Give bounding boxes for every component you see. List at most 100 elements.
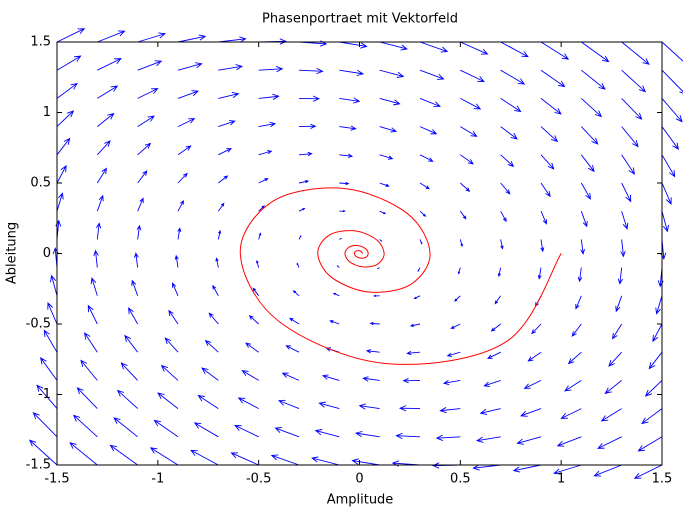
vector-arrow [177,199,184,212]
vector-arrow [419,69,445,80]
vector-arrow [661,211,669,233]
vector-arrow [258,232,262,240]
vector-arrow [523,379,542,389]
vector-arrow [197,394,219,409]
vector-arrow [641,408,663,425]
vector-arrow [379,126,398,133]
vector-arrow [43,329,58,353]
vector-arrow [278,399,300,410]
vector-arrow [460,182,471,192]
vector-arrow [652,323,663,343]
vector-arrow [76,387,98,409]
vector-arrow [520,408,542,417]
vector-arrow [292,290,300,297]
vector-arrow [274,427,300,438]
vector-arrow [109,444,138,466]
vector-arrow [406,350,421,356]
vector-arrow [288,317,300,325]
vector-arrow [419,239,423,245]
vector-arrow [339,238,343,240]
vector-arrow [298,180,310,184]
vector-arrow [644,380,663,397]
vector-arrow [500,210,507,223]
vector-arrow [177,145,192,156]
vector-arrow [540,98,562,115]
trajectory-line [239,187,562,365]
vector-arrow [571,323,582,337]
vector-arrow [460,126,478,137]
vector-arrow [281,372,300,381]
vector-arrow [531,323,542,335]
vector-arrow [56,192,64,212]
vector-arrow [97,112,115,127]
vector-arrow [256,259,260,268]
vector-arrow [497,267,502,278]
vector-arrow [500,69,526,85]
vector-arrow [637,436,663,452]
vector-arrow [567,351,582,365]
vector-arrow [553,464,582,475]
vector-arrow [298,208,306,212]
vector-arrow [137,115,155,127]
y-tick-label: 0.5 [30,176,51,191]
vector-arrow [575,295,582,310]
vector-arrow [486,351,501,359]
vector-arrow [661,41,683,66]
vector-arrow [339,181,350,186]
vector-arrow [339,209,346,213]
vector-arrow [581,69,606,90]
vector-arrow [217,202,225,212]
vector-arrow [540,69,566,88]
vector-arrow [633,464,663,479]
vector-arrow [339,69,365,77]
vector-arrow [379,210,387,215]
vector-arrow [661,154,676,178]
vector-arrow [612,323,623,340]
chart-title: Phasenportraet mit Vektorfeld [262,12,458,27]
vector-arrow [339,153,354,158]
vector-arrow [459,239,463,248]
vector-arrow [358,403,380,410]
vector-arrow [500,41,529,58]
vector-arrow [402,378,421,384]
vector-arrow [230,452,259,466]
vector-arrow [439,407,461,414]
vector-arrow [258,150,273,156]
x-tick-label: 0.5 [450,472,471,487]
vector-arrow [245,342,259,353]
vector-arrow [193,422,219,438]
vector-arrow [564,380,582,392]
vector-arrow [621,41,650,65]
vector-arrow [351,458,380,466]
vector-arrow [96,167,107,184]
vector-arrow [500,126,518,140]
vector-arrow [47,302,58,325]
vector-arrow [581,41,610,63]
vector-arrow [435,434,461,441]
vector-arrow [379,239,383,242]
vector-arrow [580,211,588,228]
vector-arrow [615,295,623,313]
vector-arrow [621,182,632,203]
vector-arrow [218,120,236,128]
vector-arrow [212,284,219,297]
vector-arrow [604,380,622,395]
vector-arrow [218,175,229,184]
vector-arrow [540,41,570,60]
vector-arrow [336,265,340,268]
vector-arrow [160,364,179,381]
vector-arrow [84,332,98,353]
vector-arrow [32,412,58,438]
vector-arrow [56,55,82,71]
vector-arrow [600,408,622,422]
vector-arrow [460,98,482,110]
y-axis-label: Ableitung [5,222,20,284]
vector-arrow [252,287,260,297]
vector-arrow [516,436,542,445]
vector-arrow [237,397,259,409]
vector-arrow [137,197,144,212]
vector-arrow [285,345,300,353]
vector-arrow [204,339,219,353]
vector-arrow [419,126,438,135]
